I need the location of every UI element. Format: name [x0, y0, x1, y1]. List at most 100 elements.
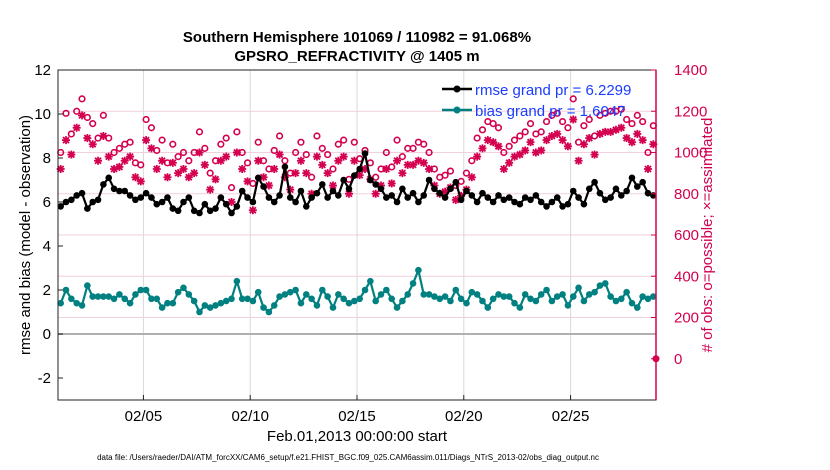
bias-point	[174, 288, 182, 296]
bias-point	[585, 291, 593, 298]
bias-point	[420, 291, 428, 298]
bias-point	[575, 284, 582, 292]
possible-obs-point	[441, 171, 449, 179]
assimilated-obs-point	[499, 165, 508, 173]
rmse-point	[505, 194, 513, 201]
bias-point	[238, 295, 246, 303]
possible-obs-point	[270, 146, 278, 155]
bias-point	[313, 302, 321, 309]
possible-obs-point	[254, 138, 262, 146]
bias-point	[62, 286, 70, 294]
asterisk-stroke	[644, 165, 652, 173]
bias-point	[367, 277, 374, 285]
asterisk-stroke	[147, 144, 156, 153]
bias-point	[244, 295, 251, 303]
possible-obs-point	[291, 148, 300, 157]
possible-obs-point	[644, 148, 652, 157]
rmse-point	[313, 189, 321, 197]
asterisk-stroke	[126, 152, 134, 161]
bias-point	[153, 295, 161, 303]
possible-obs-point	[297, 138, 305, 146]
possible-obs-point	[420, 140, 428, 148]
rmse-point	[201, 200, 209, 208]
assimilated-obs-point	[147, 144, 156, 153]
chart-title-line2: GPSRO_REFRACTIVITY @ 1405 m	[234, 48, 479, 65]
possible-obs-point	[516, 132, 524, 140]
asterisk-stroke	[553, 130, 561, 138]
rmse-point	[559, 203, 566, 210]
rmse-point	[623, 187, 630, 195]
rmse-point	[318, 181, 326, 188]
possible-obs-point	[398, 153, 406, 161]
bias-point	[591, 288, 598, 296]
asterisk-stroke	[574, 157, 583, 165]
rmse-point	[158, 198, 166, 206]
asterisk-stroke	[153, 165, 161, 173]
bias-point	[431, 293, 438, 300]
asterisk-stroke	[505, 159, 513, 167]
legend-rmse-marker	[453, 85, 461, 93]
rmse-point	[212, 205, 219, 212]
bias-point	[132, 291, 139, 298]
assimilated-obs-point	[195, 148, 204, 157]
bias-point	[286, 288, 294, 296]
bias-point	[441, 293, 449, 300]
asterisk-stroke	[414, 157, 423, 165]
bias-point	[388, 295, 396, 303]
assimilated-obs-point	[99, 132, 108, 140]
rmse-point	[62, 198, 70, 206]
bias-point	[302, 291, 310, 298]
possible-obs-point	[526, 120, 535, 128]
assimilated-obs-point	[142, 136, 151, 145]
possible-obs-point	[558, 117, 567, 126]
bias-point	[201, 302, 209, 309]
assimilated-obs-point	[88, 140, 97, 149]
rmse-point	[297, 187, 305, 195]
rmse-point	[89, 198, 97, 206]
rmse-point	[356, 165, 363, 173]
possible-obs-point	[308, 173, 316, 181]
rmse-point	[68, 196, 75, 204]
asterisk-stroke	[73, 124, 81, 132]
rmse-point	[276, 192, 283, 199]
assimilated-obs-point	[190, 169, 199, 178]
assimilated-obs-point	[558, 136, 567, 145]
asterisk-stroke	[57, 165, 65, 173]
assimilated-obs-point	[152, 165, 161, 173]
rmse-point	[153, 200, 161, 208]
bias-point	[623, 288, 630, 296]
assimilated-obs-point	[104, 152, 113, 161]
axis-ticks: 02/05 02/10 02/15 02/20 02/25 0 200 400 600 800 10…	[34, 62, 707, 425]
bias-point	[447, 297, 454, 305]
rmse-point	[596, 189, 604, 197]
rmse-point	[324, 194, 331, 201]
bias-point	[89, 293, 97, 300]
possible-obs-point	[446, 167, 455, 175]
assimilated-obs-point	[328, 181, 337, 190]
y-tick-label: 0	[43, 326, 51, 343]
rmse-point	[489, 198, 497, 206]
rmse-point	[164, 194, 171, 201]
possible-obs-point	[62, 109, 70, 117]
bias-point	[164, 299, 171, 307]
possible-obs-point	[78, 95, 86, 103]
bias-point	[500, 293, 508, 300]
asterisk-stroke	[297, 157, 305, 165]
assimilated-obs-point	[590, 150, 599, 159]
possible-obs-point	[521, 128, 529, 136]
rmse-point	[447, 185, 454, 193]
bias-point	[468, 288, 476, 296]
possible-obs-point	[500, 148, 508, 157]
rmse-point	[351, 172, 358, 179]
legend-bias-marker	[453, 106, 461, 114]
rmse-point	[126, 192, 134, 199]
asterisk-stroke	[163, 173, 172, 181]
bias-point	[425, 291, 433, 298]
asterisk-stroke	[372, 190, 380, 198]
bias-point	[94, 293, 102, 300]
rmse-point	[441, 194, 449, 201]
possible-obs-point	[510, 136, 519, 144]
bias-point	[68, 295, 75, 303]
rmse-point	[404, 194, 412, 201]
